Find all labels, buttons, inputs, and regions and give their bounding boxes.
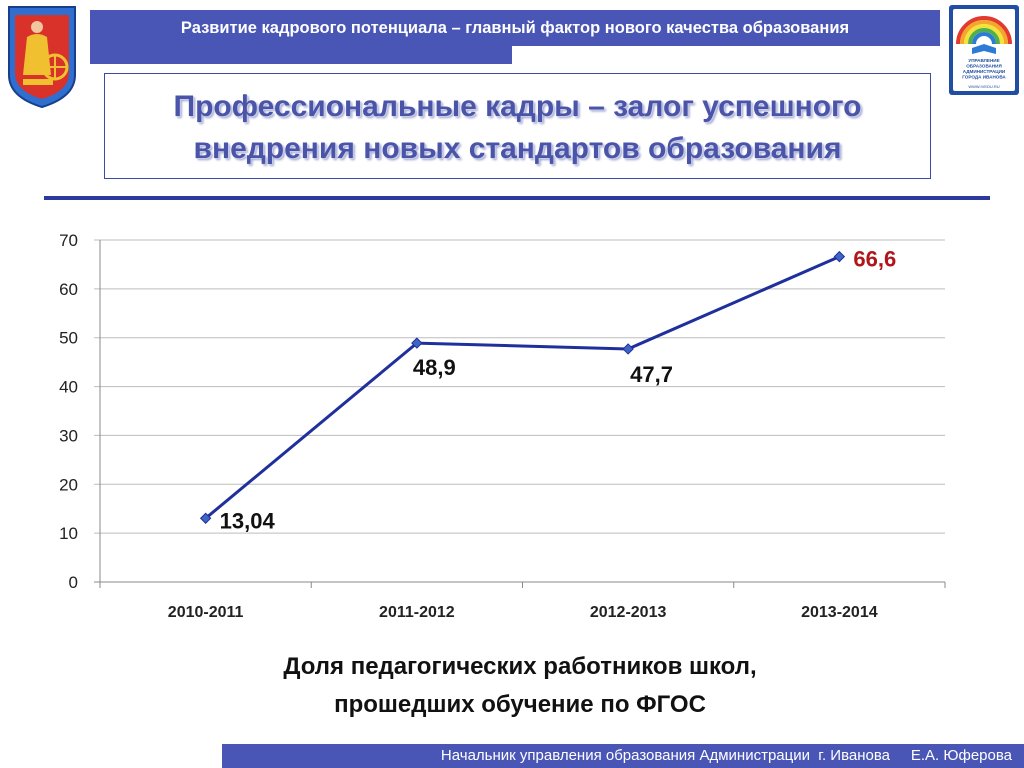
logo-text-line4: ГОРОДА ИВАНОВА (962, 75, 1006, 80)
data-point-marker (833, 250, 846, 263)
y-tick-label: 70 (59, 231, 78, 250)
y-tick-label: 40 (59, 378, 78, 397)
data-label: 47,7 (630, 362, 673, 387)
header-banner: Развитие кадрового потенциала – главный … (90, 10, 940, 46)
y-tick-label: 60 (59, 280, 78, 299)
x-tick-label: 2012-2013 (590, 604, 667, 621)
line-chart: 0 10 20 30 40 50 60 70 2010-2011 2011-2012 2012-20… (59, 231, 946, 621)
series-line (204, 255, 840, 520)
x-tick-label: 2011-2012 (379, 604, 455, 621)
caption-line-1: Доля педагогических работников школ, (283, 653, 757, 680)
education-department-logo-icon: УПРАВЛЕНИЕ ОБРАЗОВАНИЯ АДМИНИСТРАЦИИ ГОР… (949, 5, 1019, 95)
section-divider (44, 196, 990, 200)
caption-line-2: прошедших обучение по ФГОС (334, 691, 706, 718)
banner-title: Развитие кадрового потенциала – главный … (180, 19, 850, 37)
y-tick-label: 50 (59, 329, 78, 348)
logo-text-line3: АДМИНИСТРАЦИИ (963, 69, 1005, 74)
logo-text-line1: УПРАВЛЕНИЕ (968, 58, 999, 63)
headline-box: Профессиональные кадры – залог успешного… (104, 73, 931, 179)
data-point-marker (411, 337, 423, 349)
y-tick-label: 20 (59, 475, 78, 494)
headline-line-1: Профессиональные кадры – залог успешного (173, 90, 862, 123)
x-tick-label: 2013-2014 (801, 604, 878, 621)
chart-caption: Доля педагогических работников школ, про… (100, 648, 940, 724)
data-label: 13,04 (220, 508, 276, 533)
data-point-marker (199, 512, 212, 524)
slide-headline: Профессиональные кадры – залог успешного… (105, 86, 930, 170)
header-accent-bar (90, 46, 512, 64)
data-label: 66,6 (853, 247, 896, 272)
y-tick-label: 30 (59, 426, 78, 445)
data-label: 48,9 (413, 355, 456, 380)
ivanovo-emblem-icon (8, 6, 76, 109)
data-point-marker (622, 343, 634, 355)
headline-line-2: внедрения новых стандартов образования (193, 132, 842, 165)
footer-author: Начальник управления образования Админис… (440, 747, 1012, 764)
footer-band: Начальник управления образования Админис… (222, 744, 1024, 768)
y-tick-label: 10 (59, 524, 78, 543)
y-tick-label: 0 (69, 573, 78, 592)
x-tick-label: 2010-2011 (168, 604, 244, 621)
logo-text-line2: ОБРАЗОВАНИЯ (966, 64, 1002, 69)
logo-url: WWW.IVEDU.RU (968, 84, 999, 89)
